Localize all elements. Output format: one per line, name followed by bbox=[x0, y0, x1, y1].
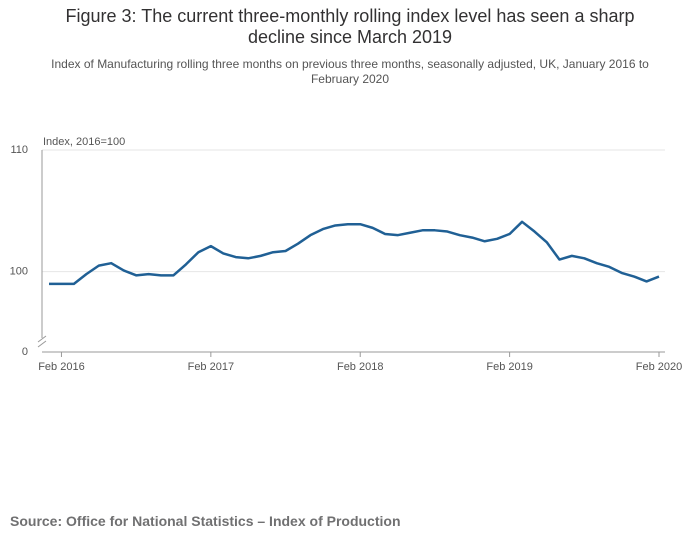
y-tick-label: 0 bbox=[22, 346, 28, 358]
axis-break bbox=[37, 335, 47, 343]
y-axis-label: Index, 2016=100 bbox=[43, 136, 125, 148]
source-note: Source: Office for National Statistics –… bbox=[10, 513, 401, 529]
x-tick-label: Feb 2016 bbox=[38, 361, 84, 373]
x-tick-label: Feb 2019 bbox=[486, 361, 532, 373]
y-tick-label: 100 bbox=[10, 266, 28, 278]
axis-break bbox=[37, 340, 47, 348]
x-tick-label: Feb 2020 bbox=[636, 361, 682, 373]
chart-title: Figure 3: The current three-monthly roll… bbox=[65, 6, 635, 47]
x-tick-label: Feb 2018 bbox=[337, 361, 383, 373]
y-tick-label: 110 bbox=[10, 144, 28, 156]
data-line bbox=[49, 220, 660, 286]
x-tick-label: Feb 2017 bbox=[188, 361, 234, 373]
chart-subtitle: Index of Manufacturing rolling three mon… bbox=[51, 57, 649, 86]
